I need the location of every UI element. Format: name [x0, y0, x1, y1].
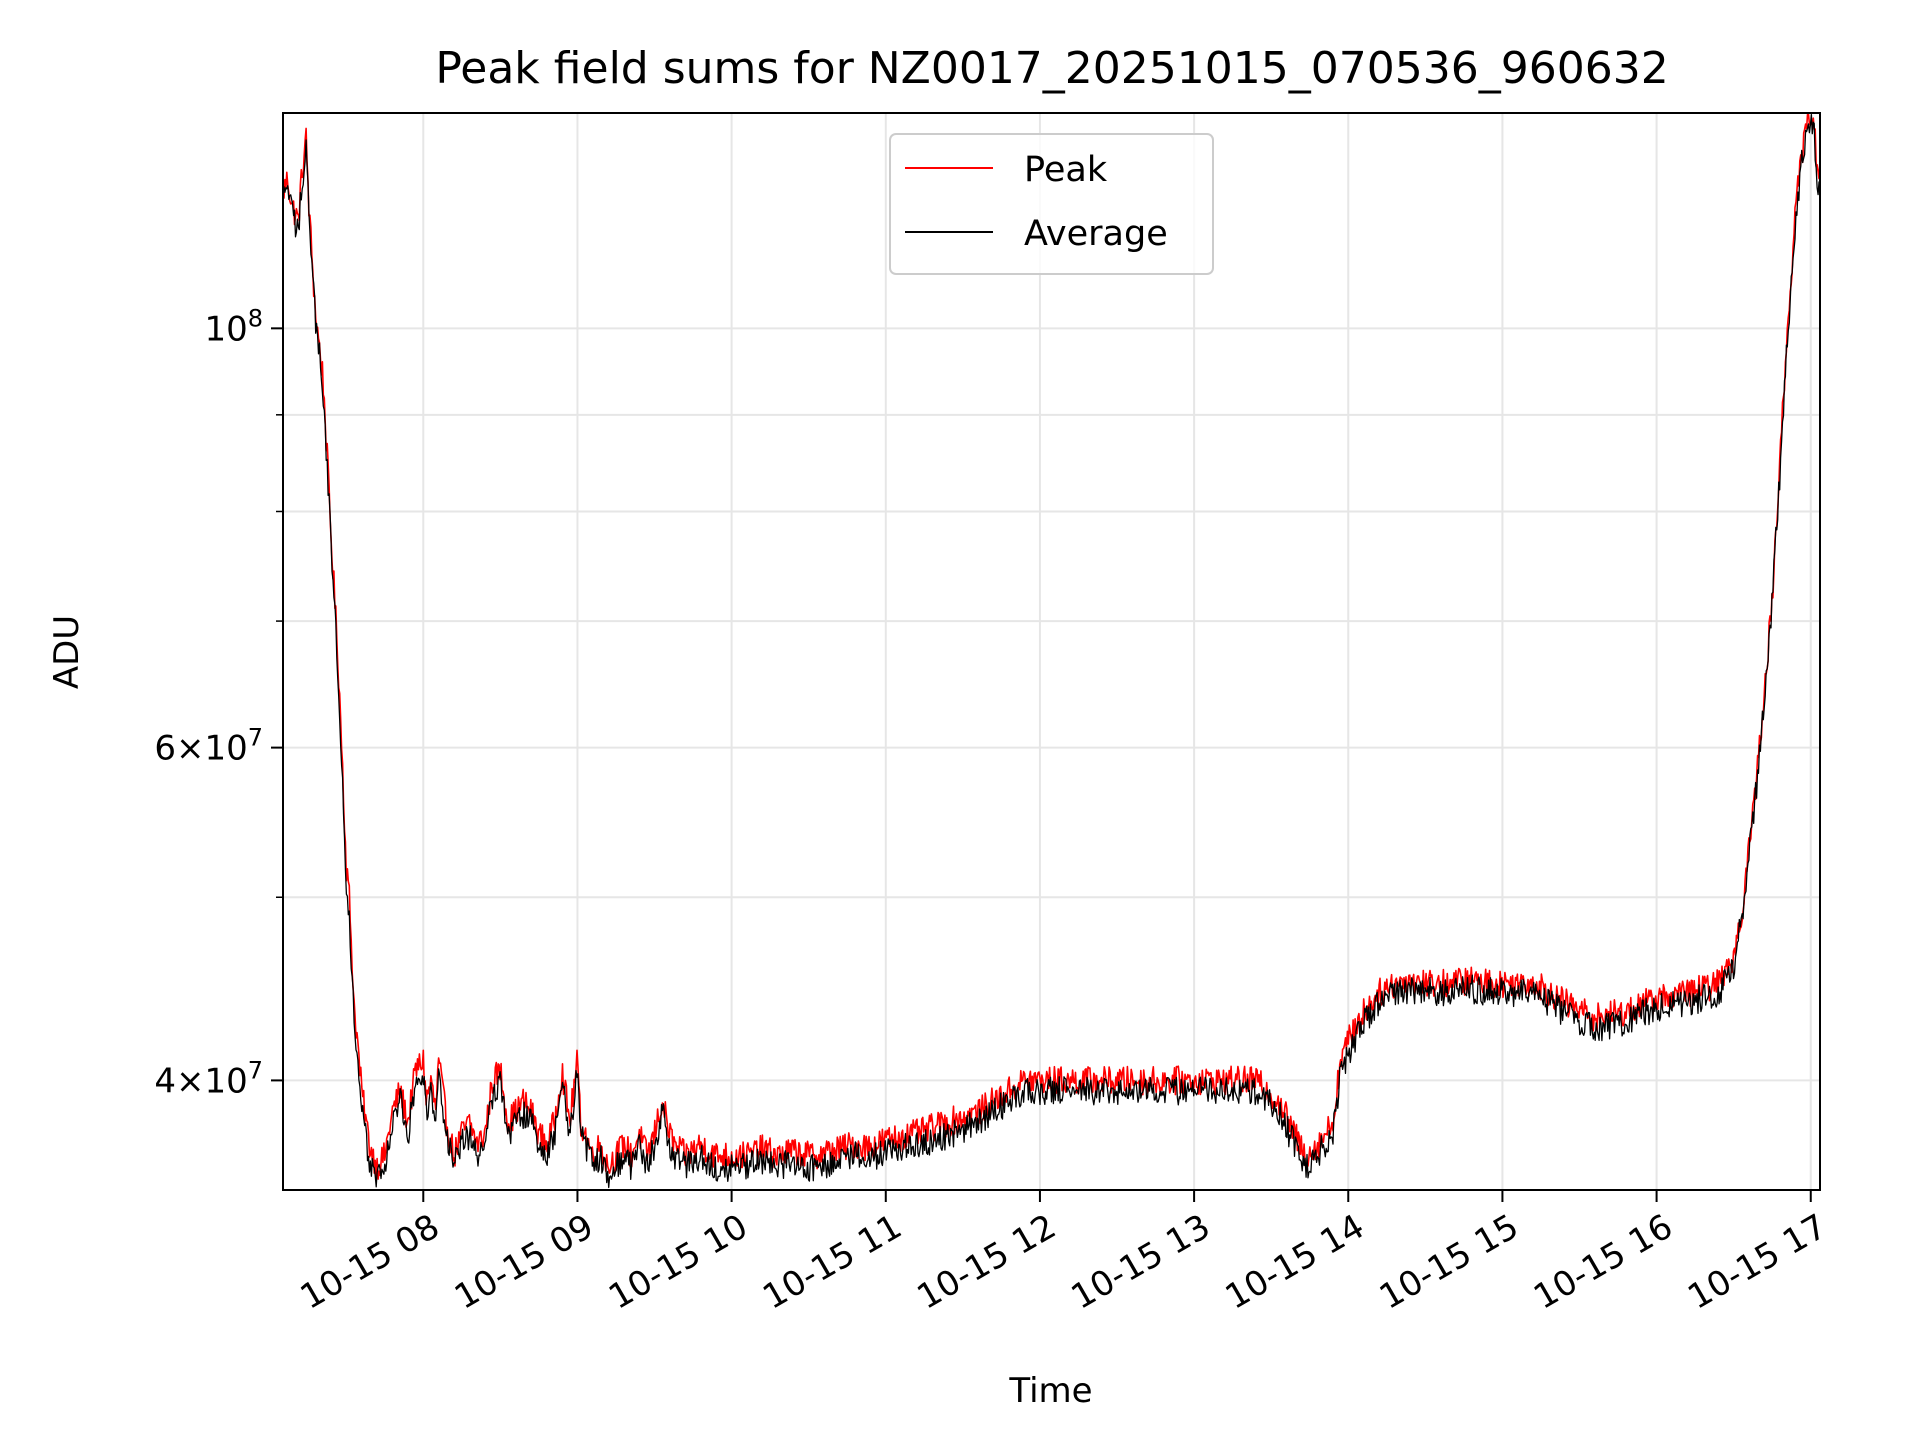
y-axis-label: ADU — [47, 615, 87, 689]
plot-frame — [282, 112, 1821, 1191]
plot-lines — [282, 113, 1821, 1189]
y-tick-label: 108 — [204, 304, 263, 349]
y-tick-label: 6×107 — [154, 724, 263, 769]
y-axis: 4×107 6×107 108 — [154, 304, 283, 1101]
series-line-average — [282, 113, 1821, 1189]
chart-title: Peak field sums for NZ0017_20251015_0705… — [435, 43, 1668, 94]
legend-label-peak: Peak — [1024, 150, 1108, 190]
x-axis-label: Time — [1008, 1371, 1092, 1411]
legend-label-average: Average — [1024, 214, 1168, 254]
legend: Peak Average — [889, 133, 1214, 275]
grid — [283, 113, 1820, 1190]
y-tick-label: 4×107 — [154, 1056, 263, 1101]
